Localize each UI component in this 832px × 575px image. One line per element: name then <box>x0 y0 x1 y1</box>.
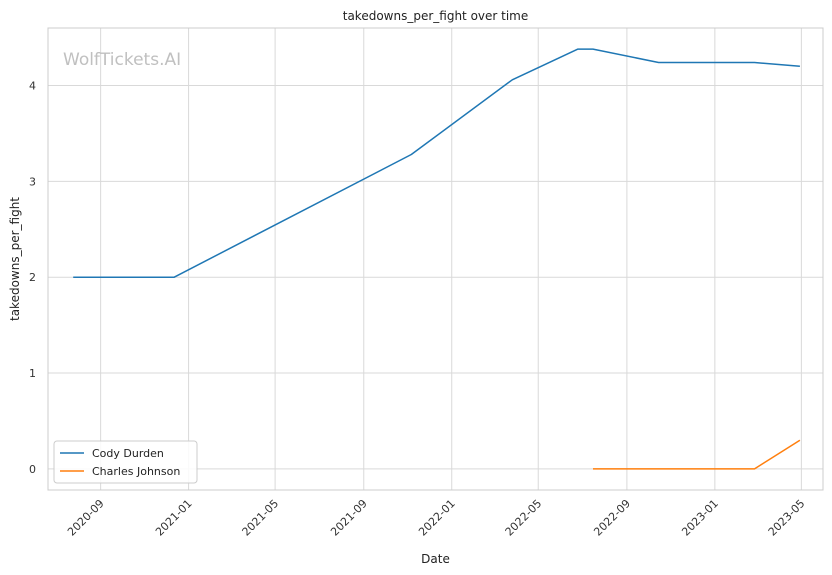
grid <box>48 28 823 490</box>
legend-label: Charles Johnson <box>92 465 180 478</box>
series-line-charles-johnson <box>593 439 801 470</box>
y-tick-label: 2 <box>29 271 36 284</box>
y-tick-label: 3 <box>29 175 36 188</box>
legend: Cody Durden Charles Johnson <box>53 440 198 484</box>
y-axis-label: takedowns_per_fight <box>8 197 22 321</box>
y-tick-label: 1 <box>29 367 36 380</box>
series-line-cody-durden <box>73 48 800 278</box>
y-tick-label: 4 <box>29 80 36 93</box>
plot-frame <box>47 27 824 491</box>
legend-label: Cody Durden <box>92 447 164 460</box>
x-axis-label: Date <box>421 552 450 566</box>
watermark: WolfTickets.AI <box>63 50 181 70</box>
legend-box <box>53 440 198 484</box>
y-tick-label: 0 <box>29 463 36 476</box>
chart-title: takedowns_per_fight over time <box>343 9 529 23</box>
series-layer <box>73 48 801 470</box>
